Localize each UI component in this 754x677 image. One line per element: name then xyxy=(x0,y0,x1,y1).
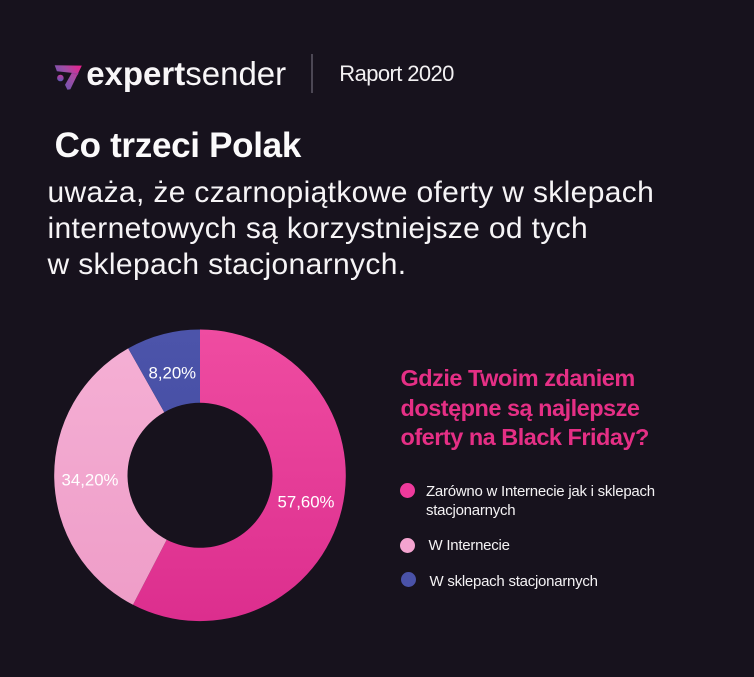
svg-text:8,20%: 8,20% xyxy=(149,364,197,383)
svg-text:34,20%: 34,20% xyxy=(62,470,119,489)
svg-text:57,60%: 57,60% xyxy=(278,493,335,512)
